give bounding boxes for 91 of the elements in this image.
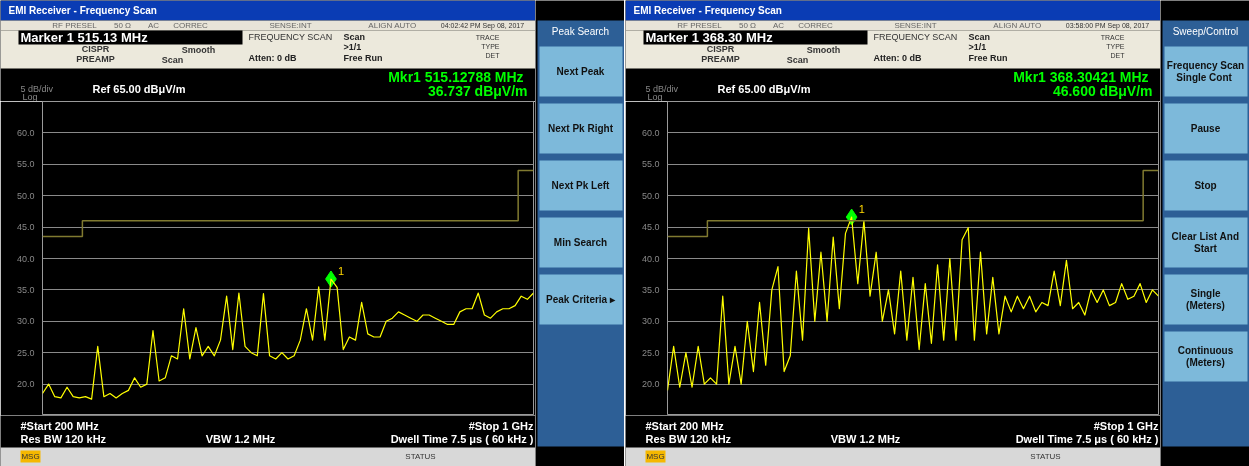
text: Next Peak	[556, 66, 605, 77]
text: Clear List And Start	[1171, 231, 1240, 254]
text: Mkr1 368.30421 MHz	[1013, 68, 1149, 85]
text: Atten: 0 dB	[248, 52, 297, 63]
text: #Start 200 MHz	[20, 419, 100, 432]
y-tick-label: 45.0	[641, 222, 660, 233]
text: >1/1	[968, 41, 987, 52]
text: Atten: 0 dB	[873, 52, 922, 63]
text: Marker 1 515.13 MHz	[20, 30, 149, 45]
text: Log	[647, 91, 663, 102]
text: Smooth	[806, 44, 841, 55]
y-tick-label: 30.0	[641, 316, 660, 327]
text: Ref 65.00 dBμV/m	[717, 82, 811, 95]
text: CISPR	[706, 43, 735, 54]
text: #Stop 1 GHz	[1093, 419, 1159, 432]
text: Stop	[1194, 180, 1217, 191]
text: Scan	[786, 54, 809, 65]
text: 5 dB/div	[20, 83, 54, 94]
text: Continuous (Meters)	[1177, 345, 1234, 368]
text: 50 Ω	[113, 21, 132, 30]
text: MSG	[646, 452, 665, 461]
text: Free Run	[343, 52, 383, 63]
text: VBW 1.2 MHz	[830, 432, 901, 445]
text: CISPR	[81, 43, 110, 54]
y-tick-label: 20.0	[641, 379, 660, 390]
text: #Stop 1 GHz	[468, 419, 534, 432]
text: ALIGN AUTO	[993, 21, 1042, 30]
text: 46.600 dBμV/m	[1052, 82, 1153, 99]
text: Frequency Scan Single Cont	[1166, 60, 1245, 83]
text: Single (Meters)	[1186, 288, 1225, 311]
text: Dwell Time 7.5 μs ( 60 kHz )	[390, 432, 534, 445]
y-tick-label: 20.0	[16, 379, 35, 390]
text: RF PRESEL	[52, 21, 98, 30]
y-tick-label: 60.0	[16, 127, 35, 138]
text: VBW 1.2 MHz	[205, 432, 276, 445]
text: #Start 200 MHz	[645, 419, 725, 432]
text: Next Pk Right	[548, 123, 614, 134]
y-tick-label: 50.0	[641, 190, 660, 201]
text: Next Pk Left	[551, 180, 611, 191]
y-tick-label: 45.0	[16, 222, 35, 233]
text: SENSE:INT	[894, 21, 937, 30]
text: SENSE:INT	[269, 21, 312, 30]
text: Free Run	[968, 52, 1008, 63]
text: AC	[772, 21, 785, 30]
text: ALIGN AUTO	[368, 21, 417, 30]
text: STATUS	[1030, 452, 1061, 461]
y-tick-label: 60.0	[641, 127, 660, 138]
text: AC	[147, 21, 160, 30]
text: CORREC	[798, 21, 834, 30]
text: STATUS	[405, 452, 436, 461]
text: Marker 1 368.30 MHz	[645, 30, 774, 45]
text: Sweep/Control	[1172, 26, 1239, 37]
series-label: 1	[337, 264, 345, 277]
text: FREQUENCY SCAN	[248, 31, 333, 42]
text: Log	[22, 91, 38, 102]
text: Res BW 120 kHz	[645, 432, 732, 445]
text: Smooth	[181, 44, 216, 55]
y-tick-label: 25.0	[16, 347, 35, 358]
y-tick-label: 30.0	[16, 316, 35, 327]
text: PREAMP	[76, 53, 115, 64]
y-tick-label: 55.0	[641, 159, 660, 170]
text: Res BW 120 kHz	[20, 432, 107, 445]
text: Ref 65.00 dBμV/m	[92, 82, 186, 95]
text: MSG	[21, 452, 40, 461]
text: Mkr1 515.12788 MHz	[388, 68, 524, 85]
text: Peak Criteria ▸	[546, 294, 616, 305]
text: Peak Search	[551, 26, 610, 37]
y-tick-label: 40.0	[641, 253, 660, 264]
text: PREAMP	[701, 53, 740, 64]
text: RF PRESEL	[677, 21, 723, 30]
y-tick-label: 35.0	[641, 284, 660, 295]
y-tick-label: 50.0	[16, 190, 35, 201]
text: 5 dB/div	[645, 83, 679, 94]
y-tick-label: 35.0	[16, 284, 35, 295]
text: >1/1	[343, 41, 362, 52]
text: Scan	[161, 54, 184, 65]
chart-title: EMI Receiver - Frequency Scan	[633, 5, 782, 16]
text: Min Search	[553, 237, 608, 248]
text: Scan	[343, 31, 366, 42]
chart-title: EMI Receiver - Frequency Scan	[8, 5, 157, 16]
text: 50 Ω	[738, 21, 757, 30]
text: CORREC	[173, 21, 209, 30]
text: Pause	[1190, 123, 1221, 134]
y-tick-label: 40.0	[16, 253, 35, 264]
text: Dwell Time 7.5 μs ( 60 kHz )	[1015, 432, 1159, 445]
text: FREQUENCY SCAN	[873, 31, 958, 42]
y-tick-label: 25.0	[641, 347, 660, 358]
text: 36.737 dBμV/m	[427, 82, 528, 99]
series-label: 1	[858, 203, 865, 216]
text: Scan	[968, 31, 991, 42]
y-tick-label: 55.0	[16, 159, 35, 170]
